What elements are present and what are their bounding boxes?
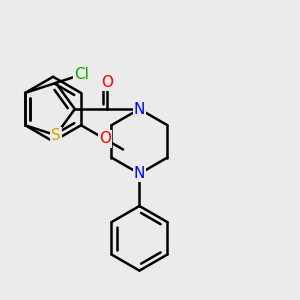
- Text: O: O: [99, 131, 111, 146]
- Text: N: N: [134, 102, 145, 117]
- Text: S: S: [51, 128, 61, 143]
- Text: Cl: Cl: [74, 67, 89, 82]
- Text: O: O: [101, 75, 113, 90]
- Text: N: N: [134, 166, 145, 181]
